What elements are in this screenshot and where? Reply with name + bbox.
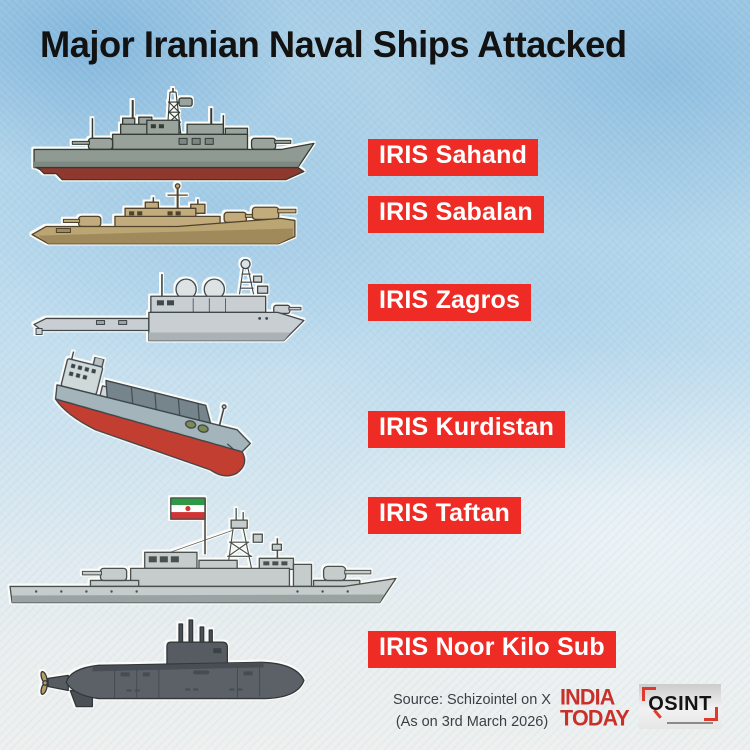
osint-corner-bracket-icon — [704, 707, 718, 721]
noor-submarine-icon — [36, 618, 316, 715]
osint-tagline — [667, 722, 713, 724]
taftan-ship-icon — [6, 494, 400, 611]
label-iris-sabalan: IRIS Sabalan — [368, 196, 544, 233]
label-iris-sahand: IRIS Sahand — [368, 139, 539, 176]
source-line-1: Source: Schizointel on X — [393, 692, 551, 708]
india-today-logo-line1: INDIA — [560, 684, 615, 710]
page-title: Major Iranian Naval Ships Attacked — [40, 24, 627, 65]
osint-logo: OSINT — [639, 684, 721, 729]
label-iris-kurdistan: IRIS Kurdistan — [368, 411, 566, 448]
osint-corner-bracket-icon — [642, 687, 656, 701]
kurdistan-ship-icon — [33, 347, 268, 486]
label-iris-zagros: IRIS Zagros — [368, 284, 532, 321]
sabalan-ship-icon — [26, 182, 304, 255]
india-today-logo: INDIA TODAY — [560, 684, 630, 731]
india-today-logo-line2: TODAY — [560, 705, 630, 731]
source-line-2: (As on 3rd March 2026) — [395, 713, 549, 730]
zagros-ship-icon — [30, 258, 310, 351]
source-attribution: Source: Schizointel on X (As on 3rd Marc… — [386, 690, 558, 734]
label-iris-taftan: IRIS Taftan — [368, 497, 521, 534]
osint-logo-text: OSINT — [648, 693, 712, 715]
label-iris-noor-kilo-sub: IRIS Noor Kilo Sub — [368, 631, 616, 668]
sahand-ship-icon — [28, 88, 320, 185]
